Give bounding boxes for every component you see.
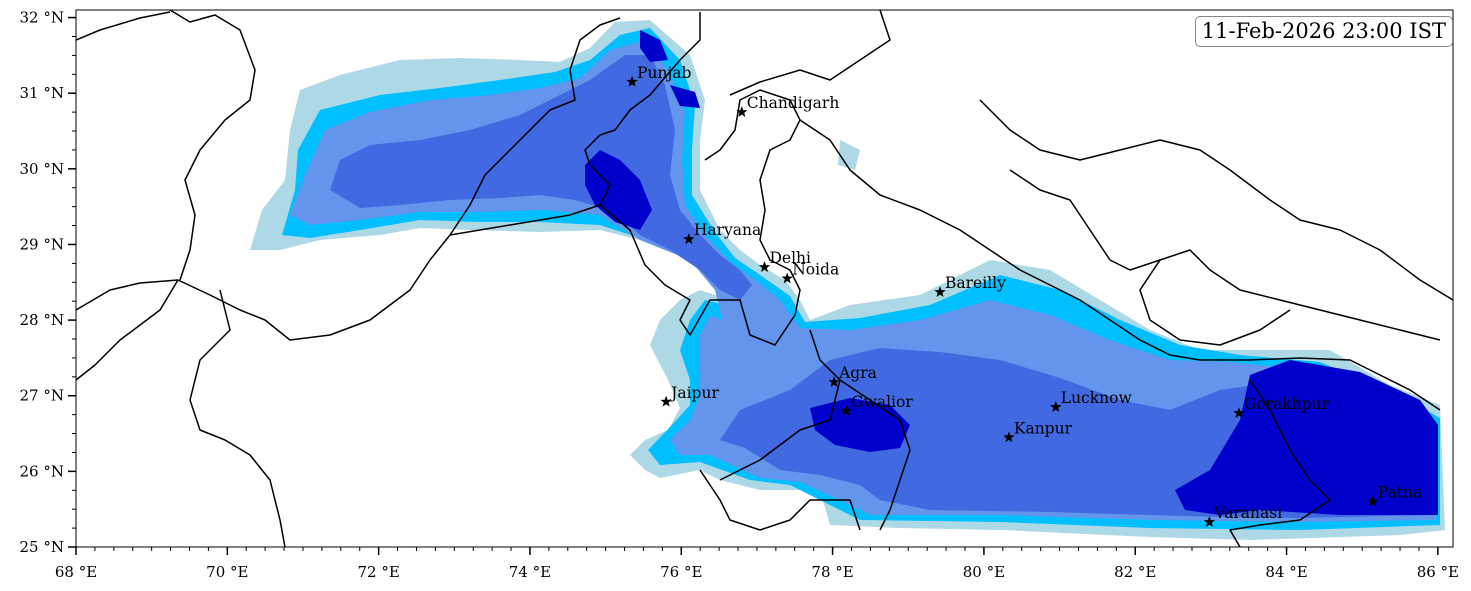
lon-tick-label: 84 °E	[1265, 563, 1307, 581]
city-label: Delhi	[770, 249, 812, 267]
city-star-icon	[758, 261, 771, 273]
precipitation-field	[250, 20, 1445, 540]
lon-tick-label: 70 °E	[206, 563, 248, 581]
precip-level-5	[585, 30, 1438, 515]
lat-tick-label: 25 °N	[20, 538, 64, 556]
city-star-icon	[934, 286, 946, 297]
city-label: Bareilly	[945, 274, 1006, 292]
city-label: Kanpur	[1014, 419, 1073, 437]
lon-tick-label: 74 °E	[509, 563, 551, 581]
plot-frame	[75, 9, 1454, 548]
city-label: Agra	[838, 364, 877, 382]
city-star-icon	[781, 272, 793, 284]
political-boundaries	[76, 10, 1453, 547]
axis-ticks: 68 °E 70 °E 72 °E 74 °E 76 °E 78 °E 80 °E 82 °E…	[20, 9, 1460, 581]
city-star-icon	[626, 75, 638, 87]
city-label: Haryana	[694, 221, 761, 239]
city-label: Gwalior	[851, 393, 913, 411]
lon-tick-label: 68 °E	[55, 563, 97, 581]
lon-tick-label: 82 °E	[1114, 563, 1156, 581]
city-star-icon	[660, 395, 672, 407]
city-label: Jaipur	[669, 384, 719, 402]
city-label: Chandigarh	[747, 94, 840, 112]
city-star-icon	[736, 106, 748, 117]
city-label: Patna	[1378, 484, 1422, 502]
city-label: Varanasi	[1213, 504, 1282, 522]
lon-tick-label: 76 °E	[660, 563, 702, 581]
city-star-icon	[1367, 495, 1379, 507]
lat-tick-label: 28 °N	[20, 311, 64, 329]
city-star-icon	[1003, 431, 1015, 443]
lat-tick-label: 32 °N	[20, 9, 64, 27]
lat-tick-label: 26 °N	[20, 462, 64, 480]
city-star-icon	[828, 376, 840, 387]
lon-tick-label: 80 °E	[963, 563, 1005, 581]
city-star-icon	[1233, 407, 1245, 418]
city-star-icon	[683, 233, 695, 245]
city-star-icon	[1203, 516, 1216, 527]
city-label: Lucknow	[1061, 389, 1133, 407]
lon-tick-label: 78 °E	[811, 563, 853, 581]
timestamp-label: 11-Feb-2026 23:00 IST	[1194, 16, 1453, 47]
city-star-icon	[840, 404, 852, 416]
lat-tick-label: 31 °N	[20, 84, 64, 102]
lon-tick-label: 72 °E	[357, 563, 399, 581]
city-label: Punjab	[637, 64, 691, 82]
lat-tick-label: 27 °N	[20, 387, 64, 405]
city-label: Noida	[792, 261, 839, 279]
lon-tick-label: 86 °E	[1417, 563, 1459, 581]
city-star-icon	[1050, 401, 1062, 412]
lat-tick-label: 30 °N	[20, 160, 64, 178]
city-label: Gorakhpur	[1244, 395, 1330, 413]
lat-tick-label: 29 °N	[20, 235, 64, 253]
